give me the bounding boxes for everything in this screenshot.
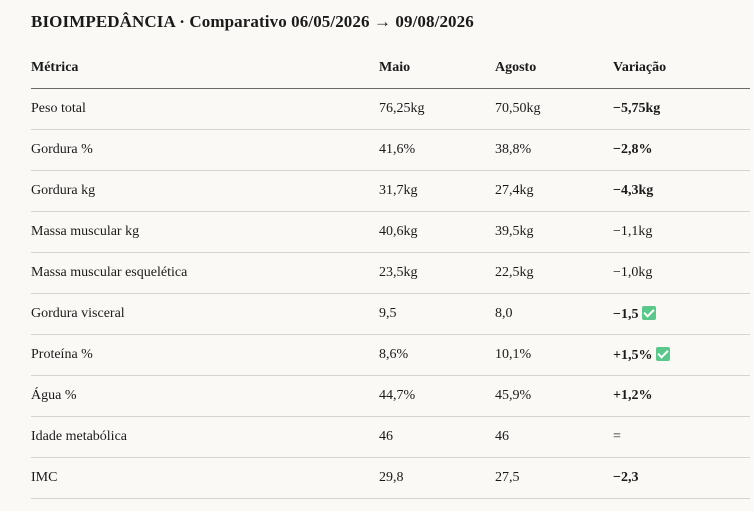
variation-value: −1,0kg [613,265,653,280]
may-value-cell: 8,6% [379,334,495,376]
metric-cell: Gordura kg [31,170,379,212]
variation-value: −4,3kg [613,183,654,198]
august-value-cell: 8,0 [495,293,613,335]
check-mark-icon [656,346,671,361]
metric-cell: Massa muscular kg [31,211,379,253]
metric-cell: Peso total [31,88,379,130]
variation-value: −2,8% [613,142,653,157]
table-row: Massa muscular esquelética 23,5kg 22,5kg −1… [31,252,750,294]
metric-cell: Gordura % [31,129,379,171]
may-value-cell: 76,25kg [379,88,495,130]
table-row: Gordura kg 31,7kg 27,4kg −4,3kg [31,170,750,212]
may-value-cell: 23,5kg [379,252,495,294]
may-value-cell: 44,7% [379,375,495,417]
metric-cell: Água % [31,375,379,417]
column-header-may: Maio [379,48,495,89]
variation-value: = [613,429,621,444]
table-row: Peso total 76,25kg 70,50kg −5,75kg [31,88,750,130]
august-value-cell: 39,5kg [495,211,613,253]
metric-cell: Massa muscular esquelética [31,252,379,294]
comparison-table: Métrica Maio Agosto Variação Peso total 7… [31,48,750,499]
column-header-variation: Variação [613,48,750,89]
column-header-august: Agosto [495,48,613,89]
variation-cell: −2,3 [613,457,750,499]
variation-cell: −2,8% [613,129,750,171]
page-title: BIOIMPEDÂNCIA · Comparativo 06/05/2026 →… [31,12,474,31]
table-row: Gordura % 41,6% 38,8% −2,8% [31,129,750,171]
variation-cell: +1,2% [613,375,750,417]
metric-cell: Gordura visceral [31,293,379,335]
check-mark-icon [642,305,657,320]
table-row: Proteína % 8,6% 10,1% +1,5% [31,334,750,376]
variation-cell: −1,1kg [613,211,750,253]
august-value-cell: 22,5kg [495,252,613,294]
august-value-cell: 27,4kg [495,170,613,212]
variation-value: −1,5 [613,306,639,322]
may-value-cell: 46 [379,416,495,458]
may-value-cell: 29,8 [379,457,495,499]
august-value-cell: 27,5 [495,457,613,499]
variation-value: +1,2% [613,388,653,403]
variation-value: +1,5% [613,347,653,363]
variation-value: −2,3 [613,470,639,485]
metric-cell: IMC [31,457,379,499]
variation-cell: +1,5% [613,334,750,376]
variation-cell: −5,75kg [613,88,750,130]
table-row: IMC 29,8 27,5 −2,3 [31,457,750,499]
column-header-metric: Métrica [31,48,379,89]
metric-cell: Idade metabólica [31,416,379,458]
table-row: Gordura visceral 9,5 8,0 −1,5 [31,293,750,335]
variation-cell: = [613,416,750,458]
may-value-cell: 9,5 [379,293,495,335]
variation-cell: −4,3kg [613,170,750,212]
variation-cell: −1,0kg [613,252,750,294]
august-value-cell: 70,50kg [495,88,613,130]
variation-value: −1,1kg [613,224,653,239]
may-value-cell: 31,7kg [379,170,495,212]
table-row: Massa muscular kg 40,6kg 39,5kg −1,1kg [31,211,750,253]
variation-value: −5,75kg [613,101,661,116]
may-value-cell: 41,6% [379,129,495,171]
august-value-cell: 10,1% [495,334,613,376]
may-value-cell: 40,6kg [379,211,495,253]
variation-cell: −1,5 [613,293,750,335]
table-header-row: Métrica Maio Agosto Variação [31,48,750,89]
table-row: Idade metabólica 46 46 = [31,416,750,458]
august-value-cell: 46 [495,416,613,458]
august-value-cell: 38,8% [495,129,613,171]
august-value-cell: 45,9% [495,375,613,417]
metric-cell: Proteína % [31,334,379,376]
table-row: Água % 44,7% 45,9% +1,2% [31,375,750,417]
